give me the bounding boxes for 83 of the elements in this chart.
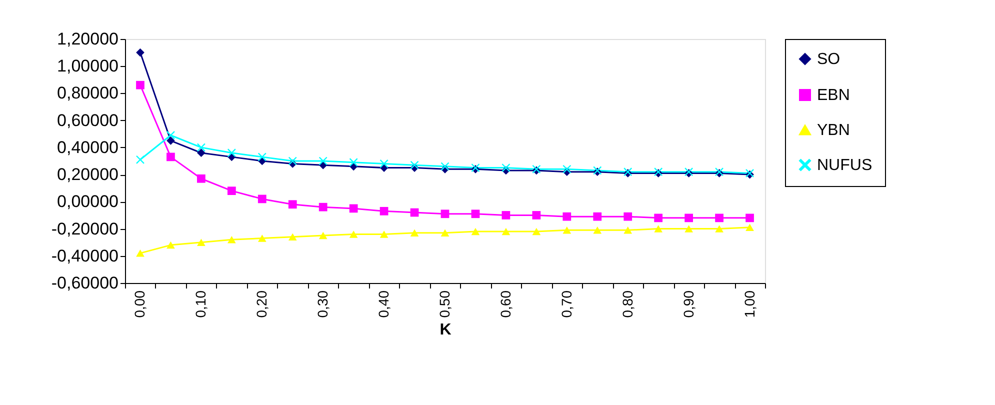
point [166, 241, 175, 249]
y-tick-label: 0,40000 [57, 138, 118, 157]
x-tick-label: 1,00 [741, 290, 758, 318]
y-tick-label: 0,20000 [57, 165, 118, 184]
x-tick-label: 0,60 [497, 290, 514, 318]
point [684, 214, 693, 222]
point [562, 226, 572, 234]
point [532, 228, 541, 236]
point [318, 232, 328, 240]
point [471, 210, 480, 218]
point [349, 158, 358, 167]
point [197, 238, 206, 246]
y-tick-label: 0,00000 [57, 192, 118, 212]
x-tick-label: 0,30 [314, 290, 331, 318]
point [258, 152, 266, 162]
point [349, 230, 358, 238]
point [166, 136, 175, 145]
point [380, 206, 388, 216]
point [227, 148, 236, 158]
point [258, 234, 266, 242]
point [624, 212, 632, 221]
x-tick-label: 0,00 [132, 290, 148, 318]
point [288, 156, 297, 166]
point [410, 208, 419, 217]
x-tick-label: 0,50 [436, 290, 452, 318]
x-tick-label: 0,10 [192, 290, 209, 318]
point [136, 250, 144, 257]
point [440, 210, 450, 218]
point [532, 211, 541, 220]
point [318, 156, 328, 166]
point [593, 226, 602, 234]
x-axis-title: K [440, 322, 452, 339]
point [258, 194, 266, 204]
point [227, 236, 236, 244]
point [684, 225, 693, 232]
point [502, 164, 510, 172]
x-tick-label: 0,90 [680, 290, 696, 318]
point [380, 230, 388, 238]
x-tick-label: 0,80 [619, 290, 636, 318]
y-tick-label: 1,00000 [57, 56, 118, 76]
y-tick-label: -0,60000 [51, 274, 118, 292]
point [318, 202, 328, 212]
point [166, 152, 175, 162]
x-tick-label: 0,20 [254, 290, 270, 318]
point [746, 214, 754, 222]
y-tick-label: 0,80000 [57, 84, 118, 103]
point [593, 212, 602, 221]
point [410, 229, 419, 236]
point [715, 214, 724, 222]
point [166, 131, 175, 140]
legend-label: YBN [817, 122, 850, 139]
point [288, 200, 297, 209]
point [197, 174, 206, 183]
point [715, 225, 724, 232]
y-tick-label: -0,40000 [51, 246, 118, 266]
point [654, 225, 663, 232]
x-tick-label: 0,40 [376, 290, 392, 318]
point [562, 164, 572, 174]
point [197, 148, 206, 158]
point [440, 229, 450, 236]
point [502, 228, 510, 236]
point [227, 186, 236, 196]
x-tick-label: 0,70 [558, 290, 574, 318]
legend-label: NUFUS [817, 157, 872, 174]
point [349, 204, 358, 213]
point [136, 48, 144, 57]
point [288, 233, 297, 241]
point [380, 160, 388, 168]
point [624, 226, 632, 234]
point [746, 224, 754, 232]
point [440, 162, 450, 171]
point [654, 214, 663, 222]
point [471, 228, 480, 236]
legend-label: EBN [817, 87, 850, 104]
y-tick-label: 1,20000 [57, 30, 118, 48]
point [197, 143, 206, 152]
point [136, 80, 144, 90]
point [410, 160, 419, 170]
legend-label: SO [817, 51, 840, 68]
point [502, 211, 510, 220]
point [562, 212, 572, 221]
y-tick-label: 0,60000 [57, 110, 118, 130]
y-tick-label: -0,20000 [51, 219, 118, 238]
